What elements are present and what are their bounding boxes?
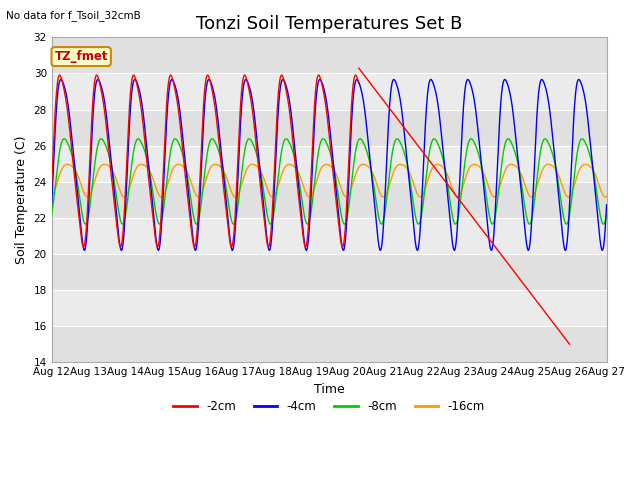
Text: No data for f_Tsoil_32cmB: No data for f_Tsoil_32cmB (6, 10, 141, 21)
Bar (52, 290, 607, 326)
Bar (52, 37, 607, 73)
X-axis label: Time: Time (314, 383, 344, 396)
Bar (52, 73, 607, 109)
Title: Tonzi Soil Temperatures Set B: Tonzi Soil Temperatures Set B (196, 15, 462, 33)
Bar (52, 109, 607, 145)
Bar (52, 218, 607, 254)
Bar (52, 182, 607, 218)
Y-axis label: Soil Temperature (C): Soil Temperature (C) (15, 135, 28, 264)
Text: TZ_fmet: TZ_fmet (54, 50, 108, 63)
Bar (52, 145, 607, 182)
Bar (52, 254, 607, 290)
Bar (52, 326, 607, 362)
Legend: -2cm, -4cm, -8cm, -16cm: -2cm, -4cm, -8cm, -16cm (168, 396, 490, 418)
